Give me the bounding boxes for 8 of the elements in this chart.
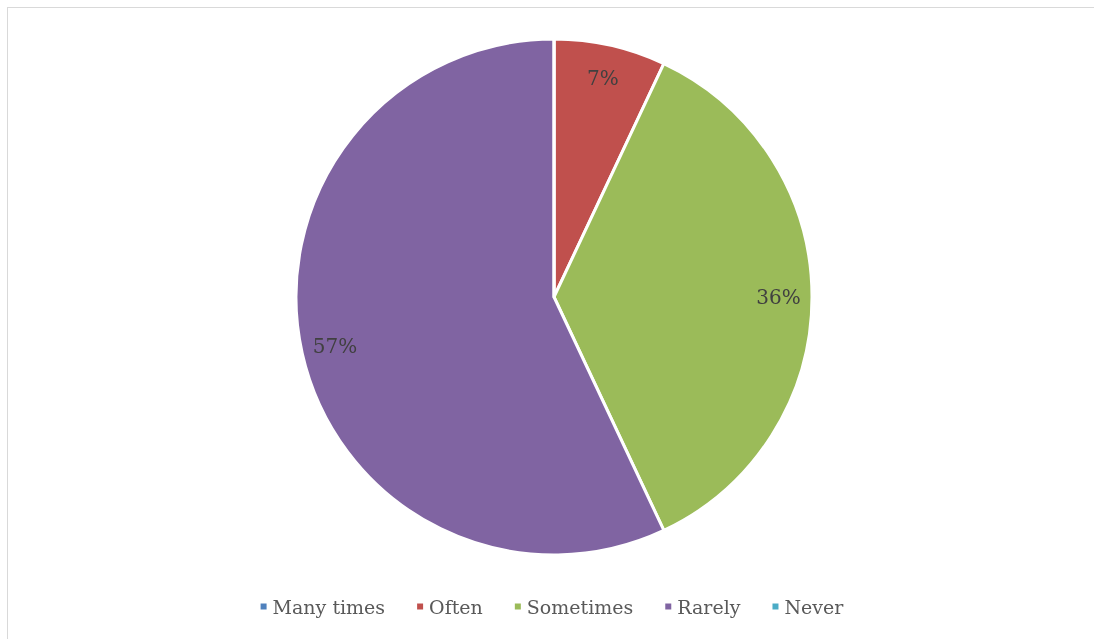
legend-label: Never (784, 595, 845, 618)
data-label: 7% (587, 65, 619, 90)
data-label: 57% (312, 333, 358, 358)
legend-label: Many times (272, 595, 386, 618)
legend-label: Rarely (677, 595, 741, 618)
legend-label: Sometimes (526, 595, 634, 618)
legend-label: Often (429, 595, 483, 618)
data-label: 36% (756, 285, 801, 309)
